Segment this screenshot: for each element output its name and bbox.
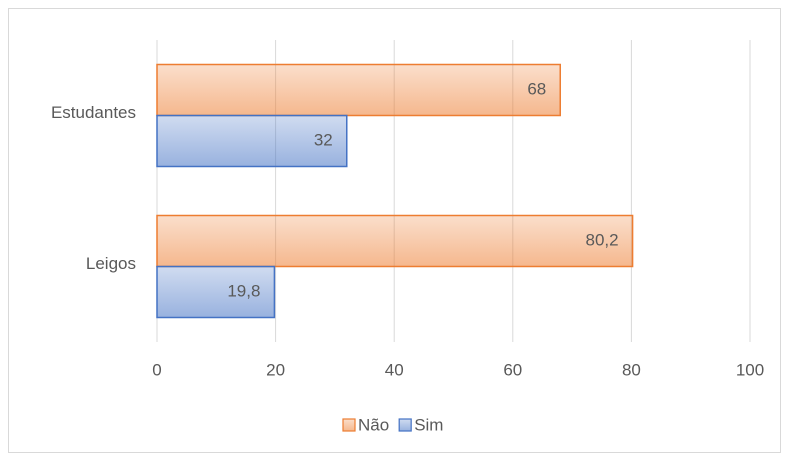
x-tick-label: 100 [736, 360, 764, 379]
x-tick-label: 0 [152, 360, 161, 379]
data-label: 80,2 [585, 230, 618, 249]
bar [156, 214, 634, 268]
legend-swatch [342, 418, 356, 432]
data-label: 19,8 [227, 281, 260, 300]
legend-swatch [398, 418, 412, 432]
bar [156, 63, 561, 117]
legend-label: Sim [414, 415, 443, 434]
x-tick-label: 40 [385, 360, 404, 379]
x-tick-label: 20 [266, 360, 285, 379]
y-tick-label: Leigos [86, 254, 136, 273]
data-label: 68 [527, 79, 546, 98]
x-tick-label: 80 [622, 360, 641, 379]
legend-label: Não [358, 415, 389, 434]
data-label: 32 [314, 130, 333, 149]
y-tick-label: Estudantes [51, 103, 136, 122]
bar [156, 114, 348, 168]
x-tick-label: 60 [503, 360, 522, 379]
bar [156, 265, 276, 319]
